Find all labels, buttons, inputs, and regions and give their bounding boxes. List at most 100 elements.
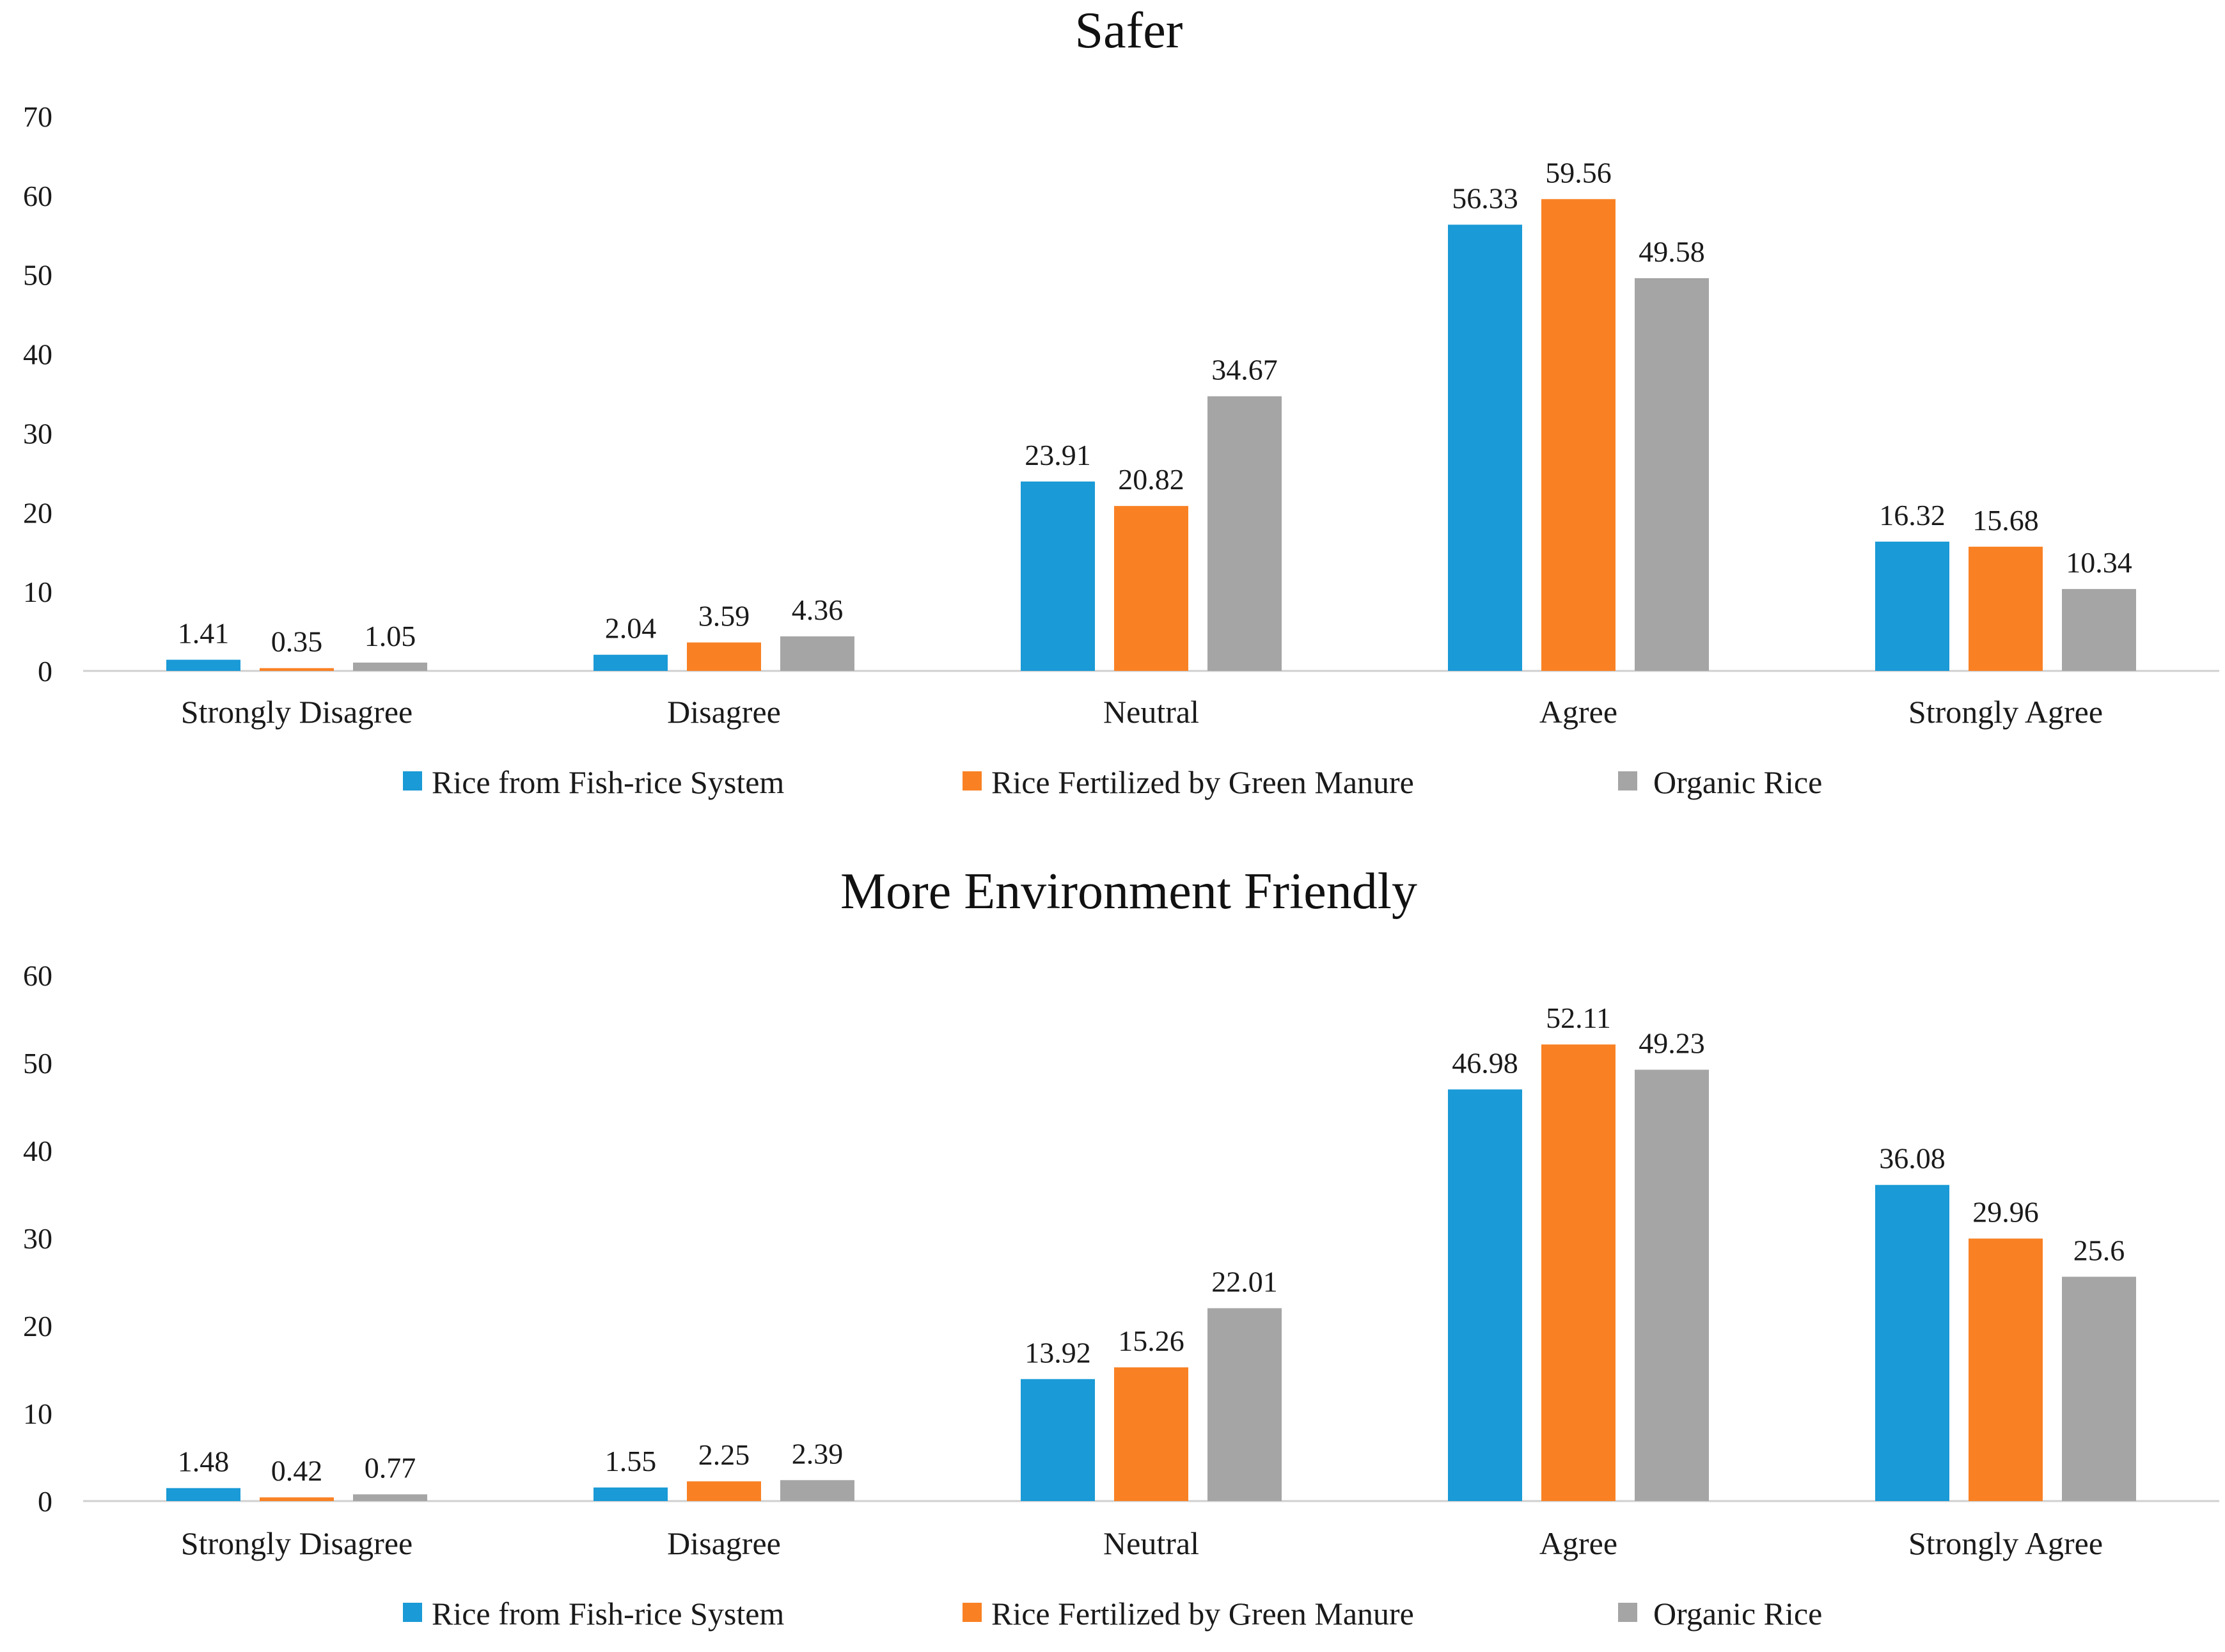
chart2-data-label-neutral-organic-rice: 22.01 [1211,1265,1278,1298]
chart1-bar-neutral-rice-fertilized-by-green-manure [1114,506,1188,671]
chart1-y-tick-30: 30 [23,417,52,450]
chart2-data-label-strongly-agree-rice-fertilized-by-green-manure: 29.96 [1972,1196,2039,1229]
chart2-y-tick-60: 60 [23,959,52,992]
chart1-bar-strongly-agree-rice-fertilized-by-green-manure [1969,546,2043,671]
chart1-bar-strongly-agree-organic-rice [2062,588,2136,671]
chart1-legend-swatch-organic-rice [1618,771,1637,791]
chart2-bar-disagree-rice-from-fish-rice-system [594,1487,668,1501]
chart1-bar-disagree-organic-rice [780,636,854,671]
chart2-y-tick-30: 30 [23,1222,52,1255]
chart2-legend-swatch-rice-fertilized-by-green-manure [963,1603,982,1622]
chart1-title: Safer [1075,3,1183,59]
chart1-y-tick-40: 40 [23,338,52,371]
chart2-y-tick-0: 0 [38,1485,52,1518]
chart2-x-tick-strongly-disagree: Strongly Disagree [181,1525,413,1561]
chart1-x-tick-neutral: Neutral [1103,694,1199,730]
chart1-data-label-strongly-disagree-rice-from-fish-rice-system: 1.41 [178,617,230,650]
chart1-bar-strongly-disagree-organic-rice [353,662,427,671]
chart2-bar-agree-rice-from-fish-rice-system [1448,1089,1522,1501]
chart2-data-label-strongly-disagree-rice-from-fish-rice-system: 1.48 [178,1445,230,1478]
chart2-bar-strongly-agree-rice-fertilized-by-green-manure [1969,1238,2043,1501]
chart2-legend-swatch-organic-rice [1618,1603,1637,1622]
chart1-legend-label-rice-from-fish-rice-system: Rice from Fish-rice System [432,764,784,800]
chart2-bar-agree-organic-rice [1635,1069,1709,1501]
chart1-y-tick-20: 20 [23,496,52,529]
chart1-y-tick-50: 50 [23,259,52,292]
chart1-x-tick-strongly-disagree: Strongly Disagree [181,694,413,730]
chart2-legend-label-organic-rice: Organic Rice [1653,1596,1822,1632]
chart1-data-label-disagree-rice-from-fish-rice-system: 2.04 [605,612,657,645]
chart1-x-tick-disagree: Disagree [667,694,781,730]
chart1-y-tick-0: 0 [38,655,52,688]
chart2-data-label-disagree-rice-fertilized-by-green-manure: 2.25 [698,1438,750,1471]
chart1-x-tick-strongly-agree: Strongly Agree [1908,694,2103,730]
chart1-data-label-strongly-disagree-rice-fertilized-by-green-manure: 0.35 [271,625,323,658]
chart2-data-label-strongly-disagree-organic-rice: 0.77 [365,1451,416,1484]
chart2-y-tick-20: 20 [23,1310,52,1342]
chart1-bar-agree-rice-fertilized-by-green-manure [1541,199,1616,671]
chart1-data-label-strongly-agree-rice-fertilized-by-green-manure: 15.68 [1972,504,2039,537]
chart1-legend-swatch-rice-fertilized-by-green-manure [963,771,982,791]
chart2-bar-strongly-disagree-rice-from-fish-rice-system [166,1488,240,1501]
chart2-y-tick-10: 10 [23,1397,52,1430]
chart1-data-label-strongly-agree-organic-rice: 10.34 [2066,546,2132,579]
chart2-x-tick-disagree: Disagree [667,1525,781,1561]
chart1-legend-label-rice-fertilized-by-green-manure: Rice Fertilized by Green Manure [991,764,1414,800]
chart1-data-label-agree-organic-rice: 49.58 [1639,235,1705,268]
chart1-bar-disagree-rice-from-fish-rice-system [594,654,668,671]
chart1-bar-strongly-agree-rice-from-fish-rice-system [1875,541,1949,671]
chart1-bar-agree-rice-from-fish-rice-system [1448,224,1522,671]
chart2-x-tick-agree: Agree [1539,1525,1617,1561]
chart2-legend-label-rice-fertilized-by-green-manure: Rice Fertilized by Green Manure [991,1596,1414,1632]
chart2-data-label-strongly-disagree-rice-fertilized-by-green-manure: 0.42 [271,1454,323,1487]
chart2-data-label-strongly-agree-rice-from-fish-rice-system: 36.08 [1879,1142,1946,1175]
chart2-title: More Environment Friendly [840,863,1417,920]
chart1-bar-neutral-organic-rice [1207,396,1282,671]
chart1-legend-label-organic-rice: Organic Rice [1653,764,1822,800]
chart2-data-label-strongly-agree-organic-rice: 25.6 [2073,1234,2125,1266]
chart1-data-label-neutral-rice-from-fish-rice-system: 23.91 [1025,439,1091,471]
chart1-y-tick-70: 70 [23,100,52,133]
chart2-legend-swatch-rice-from-fish-rice-system [403,1603,422,1622]
chart2-data-label-disagree-rice-from-fish-rice-system: 1.55 [605,1445,657,1477]
chart2-bar-neutral-rice-fertilized-by-green-manure [1114,1367,1188,1501]
chart1-y-tick-60: 60 [23,180,52,212]
chart2-data-label-agree-rice-from-fish-rice-system: 46.98 [1452,1046,1518,1079]
chart2-data-label-disagree-organic-rice: 2.39 [792,1437,844,1470]
chart2-bar-neutral-organic-rice [1207,1308,1282,1501]
chart1-data-label-neutral-rice-fertilized-by-green-manure: 20.82 [1118,463,1184,496]
chart2-x-tick-strongly-agree: Strongly Agree [1908,1525,2103,1561]
chart1-data-label-disagree-rice-fertilized-by-green-manure: 3.59 [698,600,750,633]
chart2-data-label-agree-rice-fertilized-by-green-manure: 52.11 [1546,1002,1611,1034]
chart2-bar-disagree-rice-fertilized-by-green-manure [687,1481,761,1501]
chart1-bar-strongly-disagree-rice-from-fish-rice-system [166,659,240,671]
chart1-data-label-strongly-disagree-organic-rice: 1.05 [365,620,416,652]
chart1-bar-disagree-rice-fertilized-by-green-manure [687,642,761,671]
chart1-data-label-neutral-organic-rice: 34.67 [1211,354,1278,386]
chart2-legend-label-rice-from-fish-rice-system: Rice from Fish-rice System [432,1596,784,1632]
chart2-y-tick-40: 40 [23,1135,52,1167]
chart1-data-label-disagree-organic-rice: 4.36 [792,594,844,626]
chart2-bar-disagree-organic-rice [780,1480,854,1501]
chart2-data-label-agree-organic-rice: 49.23 [1639,1027,1705,1060]
chart1-bar-neutral-rice-from-fish-rice-system [1021,481,1095,671]
chart2-x-tick-neutral: Neutral [1103,1525,1199,1561]
chart1-data-label-strongly-agree-rice-from-fish-rice-system: 16.32 [1879,499,1946,531]
chart2-bar-strongly-agree-organic-rice [2062,1277,2136,1501]
chart1-x-tick-agree: Agree [1539,694,1617,730]
chart2-bar-strongly-disagree-rice-fertilized-by-green-manure [260,1497,334,1501]
chart2-bar-agree-rice-fertilized-by-green-manure [1541,1044,1616,1501]
chart2-bar-neutral-rice-from-fish-rice-system [1021,1379,1095,1501]
chart1-data-label-agree-rice-from-fish-rice-system: 56.33 [1452,182,1518,214]
chart1-data-label-agree-rice-fertilized-by-green-manure: 59.56 [1545,156,1612,189]
chart1-y-tick-10: 10 [23,576,52,608]
chart2-bar-strongly-disagree-organic-rice [353,1494,427,1501]
chart2-data-label-neutral-rice-from-fish-rice-system: 13.92 [1025,1336,1091,1369]
chart2-data-label-neutral-rice-fertilized-by-green-manure: 15.26 [1118,1325,1184,1357]
chart1-legend-swatch-rice-from-fish-rice-system [403,771,422,791]
chart1-bar-strongly-disagree-rice-fertilized-by-green-manure [260,668,334,671]
chart1-bar-agree-organic-rice [1635,278,1709,672]
chart2-y-tick-50: 50 [23,1047,52,1080]
